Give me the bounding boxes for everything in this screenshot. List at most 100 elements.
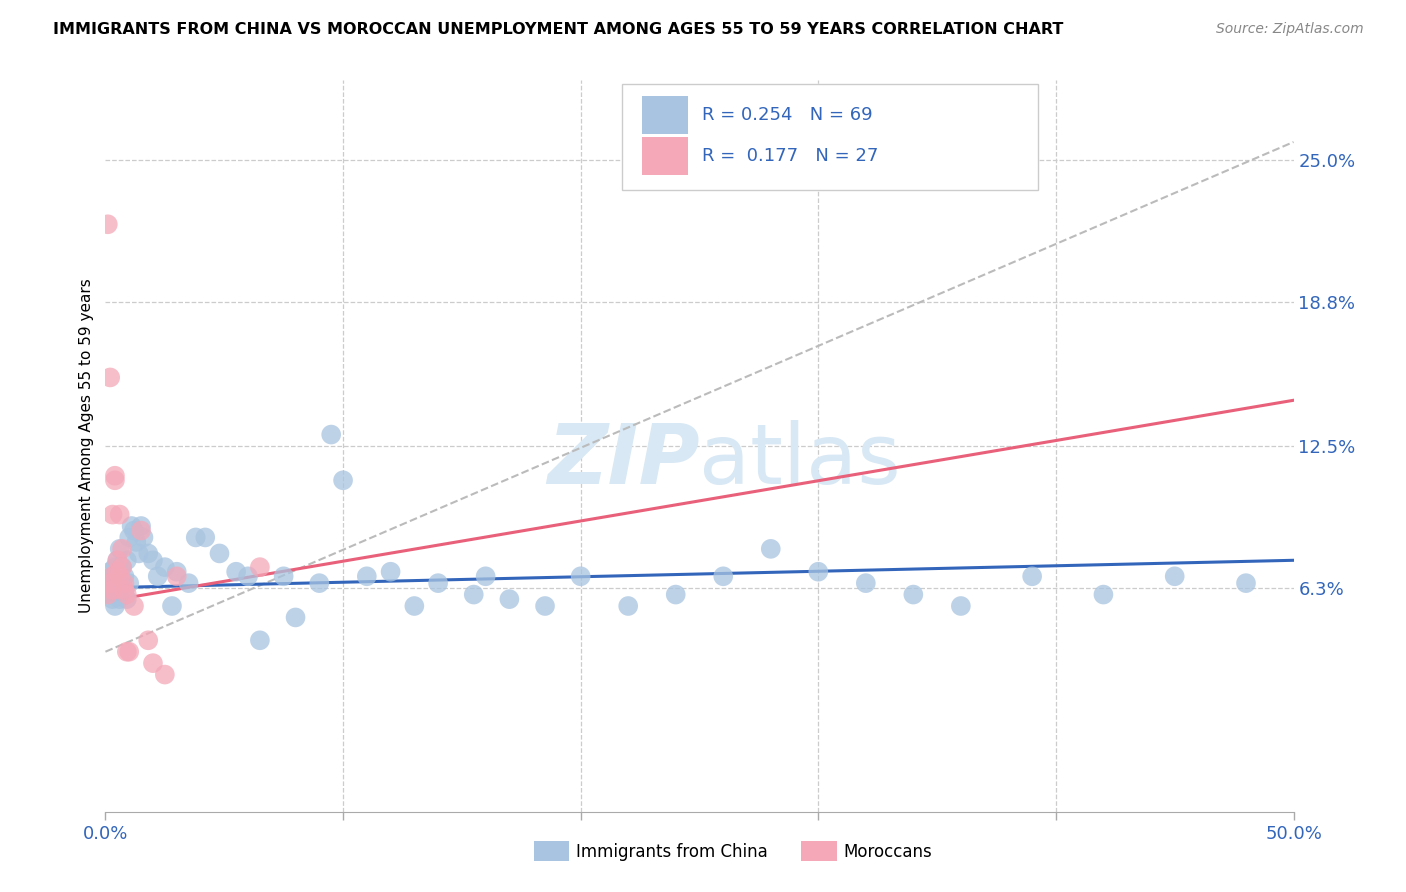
Point <box>108 541 131 556</box>
Point <box>105 553 128 567</box>
Point <box>160 599 183 613</box>
Text: Source: ZipAtlas.com: Source: ZipAtlas.com <box>1216 22 1364 37</box>
Point <box>104 560 127 574</box>
Point <box>208 546 231 560</box>
Point <box>284 610 307 624</box>
FancyBboxPatch shape <box>623 84 1038 190</box>
Point <box>129 519 152 533</box>
Point <box>118 530 141 544</box>
Point <box>108 592 131 607</box>
Point <box>111 576 134 591</box>
Point <box>321 427 343 442</box>
Point <box>111 582 134 597</box>
Point <box>128 546 150 560</box>
Point <box>108 508 131 522</box>
Point <box>498 592 520 607</box>
Point <box>104 468 127 483</box>
Point <box>122 524 145 538</box>
Point <box>225 565 247 579</box>
Point <box>1234 576 1257 591</box>
Point <box>104 599 127 613</box>
Point <box>569 569 592 583</box>
Point <box>855 576 877 591</box>
Point <box>114 588 136 602</box>
Point <box>1021 569 1043 583</box>
Point <box>184 530 207 544</box>
FancyBboxPatch shape <box>643 95 688 134</box>
Point <box>356 569 378 583</box>
Point <box>129 524 152 538</box>
Point <box>105 569 128 583</box>
Point <box>115 553 138 567</box>
Point <box>132 530 155 544</box>
Point <box>101 508 124 522</box>
Point <box>101 592 124 607</box>
Point <box>404 599 426 613</box>
Text: ZIP: ZIP <box>547 420 700 501</box>
Point <box>101 582 124 597</box>
Point <box>98 588 121 602</box>
Point <box>101 569 124 583</box>
Point <box>98 576 121 591</box>
Y-axis label: Unemployment Among Ages 55 to 59 years: Unemployment Among Ages 55 to 59 years <box>79 278 94 614</box>
Point <box>118 645 141 659</box>
Text: R =  0.177   N = 27: R = 0.177 N = 27 <box>702 146 879 165</box>
Point <box>194 530 217 544</box>
Point <box>136 546 159 560</box>
Point <box>105 553 128 567</box>
Text: Moroccans: Moroccans <box>844 843 932 861</box>
Point <box>166 569 188 583</box>
Point <box>111 541 134 556</box>
Text: atlas: atlas <box>700 420 901 501</box>
Point <box>142 553 165 567</box>
Point <box>249 633 271 648</box>
Point <box>101 576 124 591</box>
Point <box>236 569 259 583</box>
Point <box>474 569 496 583</box>
Point <box>903 588 925 602</box>
Point <box>463 588 485 602</box>
Point <box>114 582 136 597</box>
Point <box>949 599 972 613</box>
Point <box>118 576 141 591</box>
Text: IMMIGRANTS FROM CHINA VS MOROCCAN UNEMPLOYMENT AMONG AGES 55 TO 59 YEARS CORRELA: IMMIGRANTS FROM CHINA VS MOROCCAN UNEMPL… <box>53 22 1064 37</box>
Text: Immigrants from China: Immigrants from China <box>576 843 768 861</box>
Point <box>136 633 159 648</box>
Point <box>142 656 165 670</box>
Point <box>711 569 734 583</box>
Point <box>534 599 557 613</box>
Point <box>153 667 176 681</box>
Point <box>249 560 271 574</box>
Point <box>807 565 830 579</box>
Point <box>177 576 200 591</box>
Point <box>617 599 640 613</box>
Point <box>111 560 134 574</box>
Point <box>166 565 188 579</box>
Point <box>308 576 330 591</box>
Point <box>332 473 354 487</box>
Point <box>121 519 143 533</box>
Point <box>114 569 136 583</box>
Point <box>104 581 127 595</box>
Point <box>114 576 136 591</box>
FancyBboxPatch shape <box>643 136 688 175</box>
Point <box>111 560 134 574</box>
Point <box>101 569 124 583</box>
Point <box>115 645 138 659</box>
Point <box>427 576 450 591</box>
Point <box>97 217 120 231</box>
Point <box>665 588 688 602</box>
Point <box>380 565 402 579</box>
Text: R = 0.254   N = 69: R = 0.254 N = 69 <box>702 105 873 124</box>
Point <box>105 565 128 579</box>
Point <box>104 473 127 487</box>
Point <box>108 565 131 579</box>
Point <box>1092 588 1115 602</box>
Point <box>108 569 131 583</box>
Point <box>97 576 120 591</box>
Point <box>105 582 128 597</box>
Point <box>98 565 121 579</box>
Point <box>1164 569 1187 583</box>
Point <box>115 588 138 602</box>
Point <box>759 541 782 556</box>
